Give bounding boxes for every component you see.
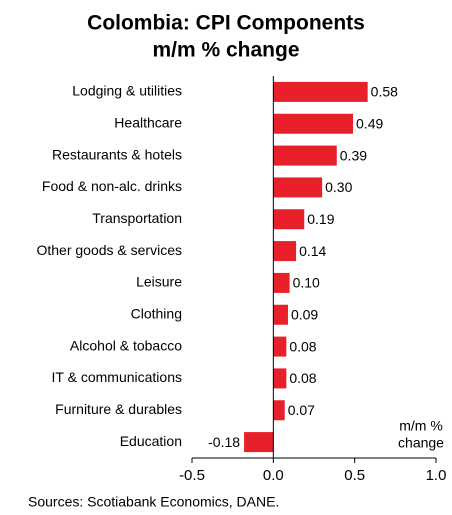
value-label: 0.07 bbox=[288, 402, 315, 418]
bar bbox=[273, 81, 368, 102]
value-label: 0.08 bbox=[289, 370, 316, 386]
value-label: 0.30 bbox=[325, 179, 352, 195]
y-tick-label: Education bbox=[120, 433, 182, 449]
bar bbox=[244, 432, 274, 453]
bar bbox=[273, 400, 285, 421]
y-tick-label: IT & communications bbox=[52, 369, 182, 385]
bar bbox=[273, 177, 323, 198]
annotation: change bbox=[398, 435, 444, 451]
y-tick-label: Other goods & services bbox=[36, 242, 182, 258]
x-tick-label: 0.5 bbox=[344, 467, 365, 484]
value-label: 0.49 bbox=[356, 115, 383, 131]
value-label: -0.18 bbox=[208, 434, 240, 450]
bar bbox=[273, 272, 290, 293]
bar bbox=[273, 368, 287, 389]
value-label: 0.19 bbox=[307, 211, 334, 227]
source: Sources: Scotiabank Economics, DANE. bbox=[28, 494, 279, 510]
y-tick-label: Lodging & utilities bbox=[72, 83, 182, 99]
x-tick-label: -0.5 bbox=[179, 467, 205, 484]
bar bbox=[273, 113, 354, 134]
value-label: 0.14 bbox=[299, 243, 326, 259]
x-tick-label: 0.0 bbox=[263, 467, 284, 484]
bar bbox=[273, 304, 288, 325]
value-label: 0.39 bbox=[340, 147, 367, 163]
y-tick-label: Food & non-alc. drinks bbox=[42, 178, 182, 194]
y-tick-label: Healthcare bbox=[114, 114, 182, 130]
y-tick-label: Furniture & durables bbox=[55, 401, 182, 417]
y-tick-label: Leisure bbox=[136, 274, 182, 290]
chart-title: Colombia: CPI Components bbox=[87, 12, 365, 35]
bar bbox=[273, 209, 305, 230]
y-tick-label: Restaurants & hotels bbox=[52, 146, 182, 162]
annotation: m/m % bbox=[399, 418, 443, 434]
y-tick-label: Clothing bbox=[131, 305, 182, 321]
bar bbox=[273, 336, 287, 357]
bar bbox=[273, 145, 337, 166]
y-tick-label: Alcohol & tobacco bbox=[70, 337, 182, 353]
bar bbox=[273, 241, 297, 262]
chart-subtitle: m/m % change bbox=[152, 39, 299, 62]
y-tick-label: Transportation bbox=[92, 210, 182, 226]
value-label: 0.58 bbox=[371, 84, 398, 100]
value-label: 0.09 bbox=[291, 306, 318, 322]
value-label: 0.08 bbox=[289, 338, 316, 354]
value-label: 0.10 bbox=[293, 275, 320, 291]
x-tick-label: 1.0 bbox=[426, 467, 447, 484]
